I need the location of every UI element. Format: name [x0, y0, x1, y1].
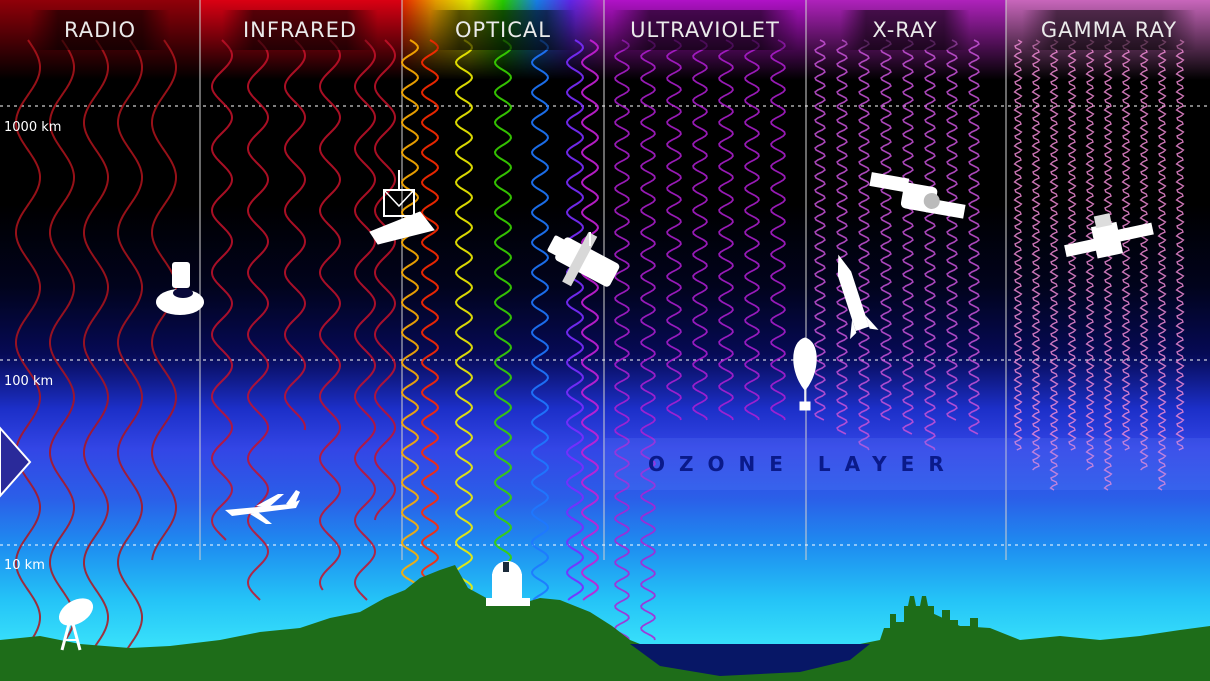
wave-line: [530, 39, 550, 601]
balloon-icon: [793, 337, 817, 411]
radio-dish-icon: [58, 598, 94, 651]
band-dividers: [199, 0, 1007, 560]
altitude-label-100km: 100 km: [4, 374, 54, 389]
wave-line: [770, 39, 786, 421]
space-radio-telescope-icon: [156, 262, 204, 315]
wave-line: [565, 39, 585, 601]
wave-group: [15, 39, 1185, 651]
wave-line: [1139, 39, 1149, 471]
city-skyline: [880, 596, 994, 640]
band-label-xray: X-RAY: [840, 10, 970, 50]
wave-line: [117, 39, 143, 651]
wave-line: [353, 39, 377, 601]
altitude-label-10km: 10 km: [4, 558, 45, 573]
altitude-lines: [0, 105, 1210, 546]
ozone-band: [604, 438, 1210, 490]
wave-line: [614, 39, 630, 641]
wave-line: [814, 39, 826, 421]
rocket-icon: [837, 254, 879, 340]
wave-line: [1013, 39, 1023, 451]
wave-line: [968, 39, 980, 435]
wave-line: [454, 39, 474, 601]
wave-line: [946, 39, 958, 421]
wave-line: [1031, 39, 1041, 471]
wave-line: [902, 39, 914, 435]
band-label-gamma-ray: GAMMA RAY: [1022, 10, 1196, 50]
ground-observatory-icon: [486, 561, 530, 606]
wave-line: [1157, 39, 1167, 491]
wave-line: [15, 39, 41, 651]
infrared-space-telescope-icon: [369, 170, 435, 245]
wave-line: [640, 39, 656, 641]
partial-emblem: [0, 426, 32, 498]
wave-line: [493, 39, 513, 601]
airplane-icon: [225, 490, 300, 524]
wave-line: [1103, 39, 1113, 491]
xray-satellite-icon: [869, 172, 966, 219]
band-label-radio: RADIO: [30, 10, 170, 50]
wave-line: [580, 39, 600, 601]
band-label-ultraviolet: ULTRAVIOLET: [612, 10, 798, 50]
wave-line: [924, 39, 936, 451]
wave-line: [83, 39, 109, 651]
optical-space-telescope-icon: [547, 232, 620, 287]
wave-line: [858, 39, 870, 451]
wave-line: [744, 39, 760, 421]
wave-line: [1121, 39, 1131, 451]
wave-line: [880, 39, 892, 421]
band-label-optical: OPTICAL: [430, 10, 576, 50]
wave-line: [1049, 39, 1059, 491]
ground-terrain: [0, 565, 1210, 681]
wave-line: [246, 39, 270, 601]
wave-line: [836, 39, 848, 435]
wave-line: [420, 39, 440, 601]
wave-line: [692, 39, 708, 421]
band-label-infrared: INFRARED: [222, 10, 378, 50]
wave-line: [718, 39, 734, 421]
wave-line: [210, 39, 234, 541]
gamma-ray-satellite-icon: [1064, 213, 1154, 259]
wave-line: [1085, 39, 1095, 471]
altitude-label-1000km: 1000 km: [4, 120, 62, 135]
wave-line: [318, 39, 342, 591]
wave-line: [49, 39, 75, 651]
wave-line: [283, 39, 307, 431]
wave-line: [373, 39, 397, 521]
wave-line: [666, 39, 682, 421]
wave-line: [400, 39, 420, 601]
wave-line: [1175, 39, 1185, 451]
water-lake: [630, 644, 870, 676]
ozone-layer-label: OZONE LAYER: [648, 452, 958, 476]
